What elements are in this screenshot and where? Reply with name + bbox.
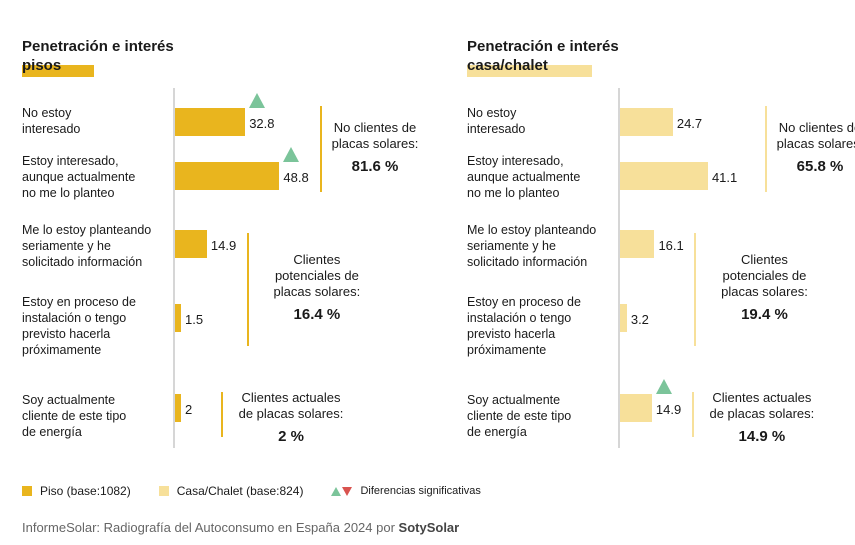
bar-value-label: 3.2 bbox=[630, 312, 649, 327]
bar bbox=[175, 394, 181, 422]
bar bbox=[620, 230, 655, 258]
significant-increase-icon bbox=[249, 93, 266, 108]
footer-brand: SotySolar bbox=[398, 520, 460, 535]
value-axis-line bbox=[173, 88, 175, 448]
group-label: Clientes potenciales de placas solares: bbox=[273, 252, 361, 299]
group-percent: 16.4 % bbox=[293, 306, 341, 323]
group-label: Clientes potenciales de placas solares: bbox=[721, 252, 808, 299]
group-bracket-line bbox=[691, 392, 694, 437]
legend-swatch-piso bbox=[22, 486, 32, 496]
group-percent: 14.9 % bbox=[738, 428, 786, 445]
group-percent: 2 % bbox=[278, 428, 304, 445]
legend-label-casa: Casa/Chalet (base:824) bbox=[176, 484, 304, 498]
significant-increase-icon bbox=[283, 147, 300, 162]
group-percent: 19.4 % bbox=[741, 306, 788, 323]
legend-swatch-casa bbox=[158, 486, 169, 496]
footer-source: InformeSolar: Radiografía del Autoconsum… bbox=[22, 520, 459, 535]
chart-pisos: Penetración e interés pisos No estoy intere… bbox=[0, 0, 420, 470]
chart-title-line1: Penetración e interés bbox=[22, 38, 174, 55]
legend-item-casa: Casa/Chalet (base:824) bbox=[158, 484, 304, 498]
bar-value-label: 41.1 bbox=[711, 170, 738, 185]
bar-value-label: 14.9 bbox=[210, 238, 237, 253]
group-label: No clientes de placas solares: bbox=[331, 120, 419, 151]
bar bbox=[620, 394, 652, 422]
group-label: No clientes de placas solares: bbox=[776, 120, 855, 151]
category-label: No estoy interesado bbox=[22, 106, 81, 136]
group-bracket-line bbox=[246, 233, 249, 346]
bar bbox=[175, 230, 207, 258]
category-label: Estoy en proceso de instalación o tengo pr… bbox=[22, 295, 136, 357]
category-label: Estoy interesado, aunque actualmente no me… bbox=[467, 154, 581, 200]
bar-value-label: 24.7 bbox=[676, 116, 703, 131]
bar bbox=[175, 162, 280, 190]
chart-title-line2: pisos bbox=[22, 56, 94, 77]
category-label: Estoy interesado, aunque actualmente no me… bbox=[22, 154, 136, 200]
chart-title-line2: casa/chalet bbox=[467, 56, 592, 77]
footer-text: InformeSolar: Radiografía del Autoconsum… bbox=[22, 520, 399, 535]
bar-value-label: 48.8 bbox=[283, 170, 309, 185]
bar bbox=[175, 108, 246, 136]
category-label: No estoy interesado bbox=[467, 106, 526, 136]
bar bbox=[620, 162, 708, 190]
bar-value-label: 32.8 bbox=[249, 116, 275, 131]
bar bbox=[175, 304, 181, 332]
significant-increase-icon bbox=[655, 379, 672, 394]
group-percent: 81.6 % bbox=[351, 158, 399, 175]
category-label: Soy actualmente cliente de este tipo de en… bbox=[467, 393, 572, 439]
chart-title-line1: Penetración e interés bbox=[467, 38, 619, 55]
title-highlight bbox=[467, 65, 592, 77]
bar-value-label: 2 bbox=[185, 402, 193, 417]
chart-title: Penetración e interés pisos bbox=[22, 37, 174, 77]
group-bracket-line bbox=[694, 233, 697, 346]
bar bbox=[620, 304, 627, 332]
bar-value-label: 14.9 bbox=[655, 402, 682, 417]
bar-value-label: 16.1 bbox=[658, 238, 684, 253]
legend-item-piso: Piso (base:1082) bbox=[22, 484, 131, 498]
chart-title: Penetración e interés casa/chalet bbox=[467, 37, 619, 77]
category-label: Me lo estoy planteando seriamente y he sol… bbox=[467, 223, 597, 269]
group-bracket-line bbox=[765, 106, 767, 192]
bar bbox=[620, 108, 673, 136]
title-highlight bbox=[22, 65, 94, 77]
legend: Piso (base:1082) Casa/Chalet (base:824) … bbox=[22, 482, 509, 500]
bar-value-label: 1.5 bbox=[185, 312, 204, 327]
chart-casa-chalet: Penetración e interés casa/chalet No estoy… bbox=[445, 0, 855, 470]
category-label: Me lo estoy planteando seriamente y he sol… bbox=[22, 223, 152, 269]
group-label: Clientes actuales de placas solares: bbox=[238, 390, 344, 421]
category-label: Estoy en proceso de instalación o tengo pr… bbox=[467, 295, 581, 357]
triangle-down-icon bbox=[342, 486, 353, 496]
group-bracket-line bbox=[320, 106, 322, 192]
legend-label-piso: Piso (base:1082) bbox=[40, 484, 131, 498]
group-bracket-line bbox=[221, 392, 223, 437]
group-label: Clientes actuales de placas solares: bbox=[709, 390, 815, 421]
value-axis-line bbox=[618, 88, 620, 448]
legend-label-significant: Diferencias significativas bbox=[360, 485, 481, 497]
triangle-up-icon bbox=[331, 486, 342, 496]
category-label: Soy actualmente cliente de este tipo de en… bbox=[22, 393, 127, 439]
legend-item-significant: Diferencias significativas bbox=[331, 485, 481, 497]
group-percent: 65.8 % bbox=[796, 158, 844, 175]
